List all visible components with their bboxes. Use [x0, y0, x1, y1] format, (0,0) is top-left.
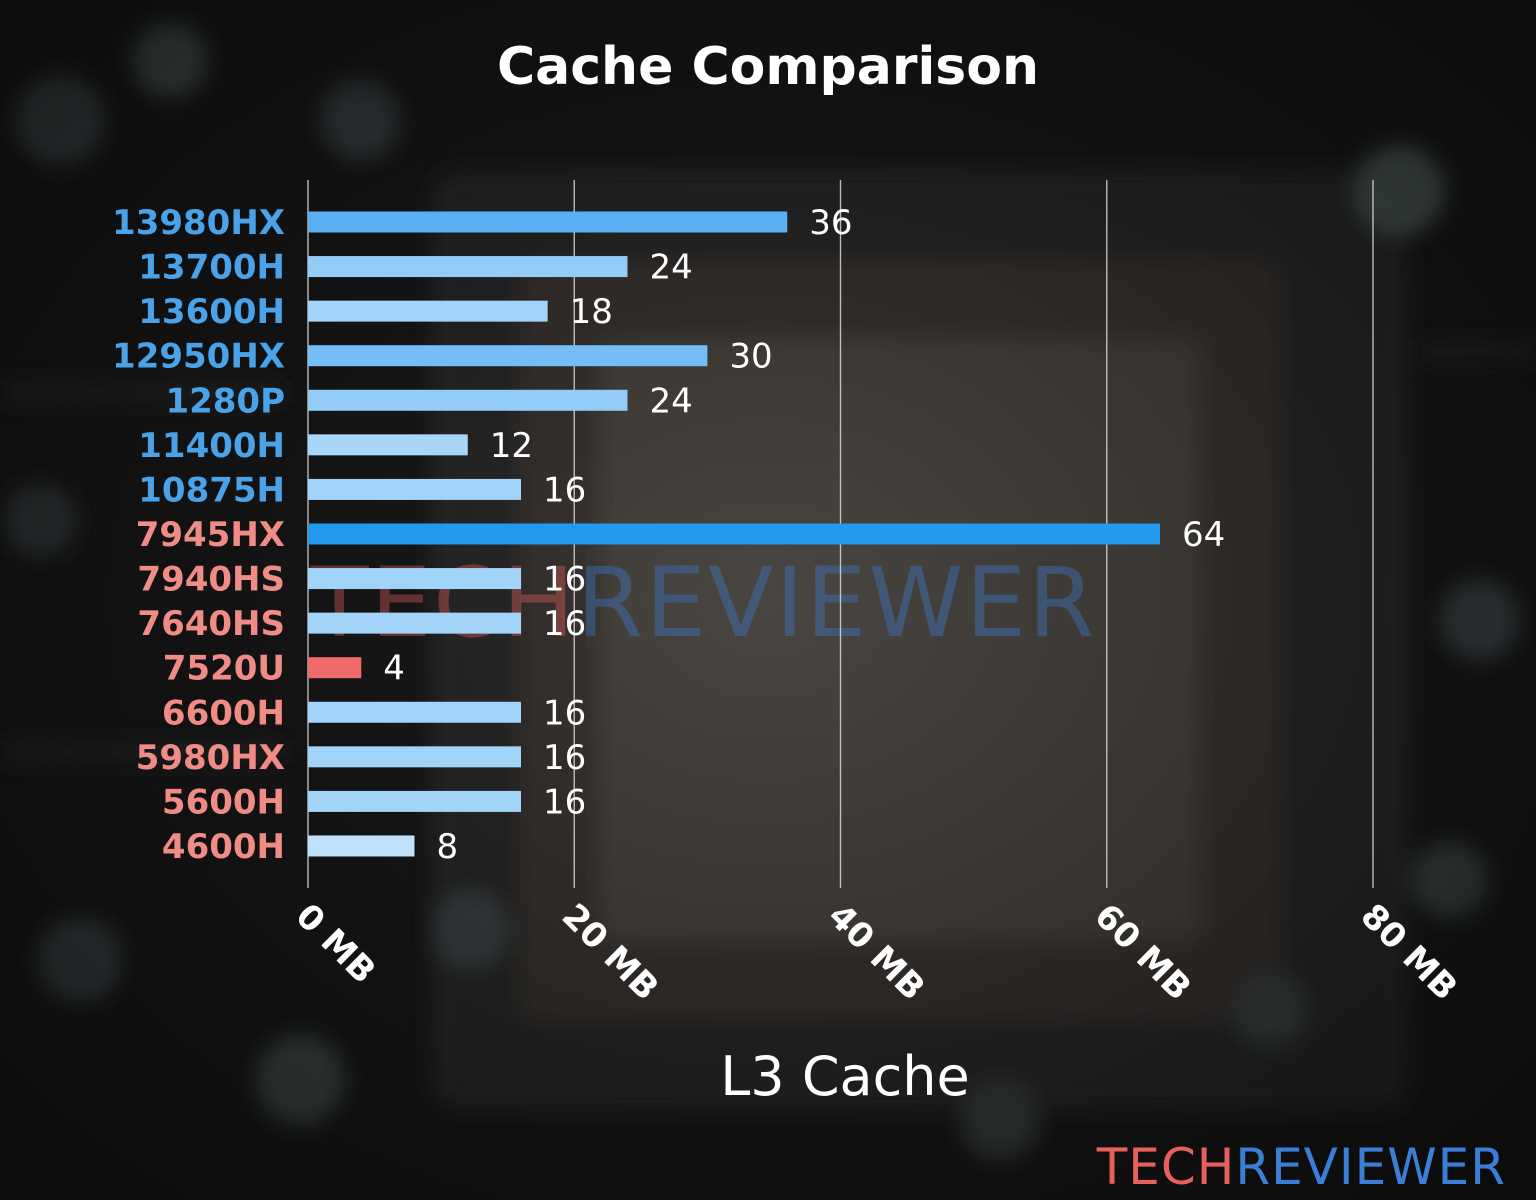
x-tick-label: 0 MB — [288, 896, 384, 992]
value-label: 24 — [650, 381, 693, 421]
value-label: 8 — [437, 827, 459, 867]
bar — [308, 657, 362, 679]
value-label: 16 — [543, 560, 586, 600]
bar — [308, 256, 628, 278]
value-label: 16 — [543, 693, 586, 733]
value-label: 16 — [543, 470, 586, 510]
x-axis-label: L3 Cache — [720, 1045, 970, 1108]
bar — [308, 300, 548, 322]
x-tick-label: 20 MB — [554, 896, 666, 1008]
category-label: 7520U — [163, 649, 285, 689]
category-label: 5980HX — [136, 738, 285, 778]
x-tick-label: 60 MB — [1086, 896, 1198, 1008]
bar — [308, 434, 468, 456]
watermark-part1: TECH — [309, 547, 577, 659]
category-label: 4600H — [162, 827, 285, 867]
category-label: 11400H — [138, 426, 285, 466]
watermark: TECHREVIEWER — [309, 547, 1097, 659]
category-label: 13980HX — [112, 203, 285, 243]
x-tick-labels: 0 MB 20 MB 40 MB 60 MB 80 MB — [288, 896, 1465, 1008]
value-label: 16 — [543, 738, 586, 778]
watermark-part2: REVIEWER — [577, 547, 1097, 659]
bar — [308, 211, 788, 233]
bar — [308, 568, 521, 590]
category-label: 12950HX — [112, 337, 285, 377]
bar — [308, 746, 521, 768]
category-label: 7640HS — [137, 604, 285, 644]
x-tick-label: 40 MB — [820, 896, 932, 1008]
category-label: 13700H — [138, 248, 285, 288]
category-label: 7945HX — [136, 515, 285, 555]
value-label: 16 — [543, 604, 586, 644]
value-label: 4 — [383, 649, 405, 689]
x-tick-label: 80 MB — [1353, 896, 1465, 1008]
brand-logo-part1: TECH — [1096, 1138, 1236, 1196]
value-label: 36 — [809, 203, 852, 243]
value-label: 18 — [570, 292, 613, 332]
bar — [308, 790, 521, 812]
category-label: 6600H — [162, 693, 285, 733]
brand-logo: TECHREVIEWER — [1096, 1138, 1506, 1196]
bar — [308, 701, 521, 723]
brand-logo-part2: REVIEWER — [1235, 1138, 1506, 1196]
bar — [308, 612, 521, 634]
category-label: 13600H — [138, 292, 285, 332]
category-label: 5600H — [162, 782, 285, 822]
category-label: 10875H — [138, 470, 285, 510]
bar — [308, 523, 1160, 545]
chart-title: Cache Comparison — [497, 37, 1039, 97]
value-label: 16 — [543, 782, 586, 822]
value-label: 64 — [1182, 515, 1225, 555]
value-label: 12 — [490, 426, 533, 466]
value-label: 30 — [729, 337, 772, 377]
bar — [308, 389, 628, 411]
bar — [308, 835, 415, 857]
category-label: 1280P — [165, 381, 285, 421]
category-label: 7940HS — [137, 560, 285, 600]
bars — [308, 211, 1160, 857]
bar — [308, 345, 708, 367]
bar — [308, 478, 521, 500]
value-label: 24 — [650, 248, 693, 288]
